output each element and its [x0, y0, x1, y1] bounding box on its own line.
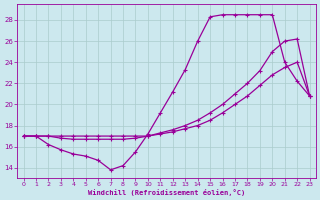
X-axis label: Windchill (Refroidissement éolien,°C): Windchill (Refroidissement éolien,°C) — [88, 189, 245, 196]
